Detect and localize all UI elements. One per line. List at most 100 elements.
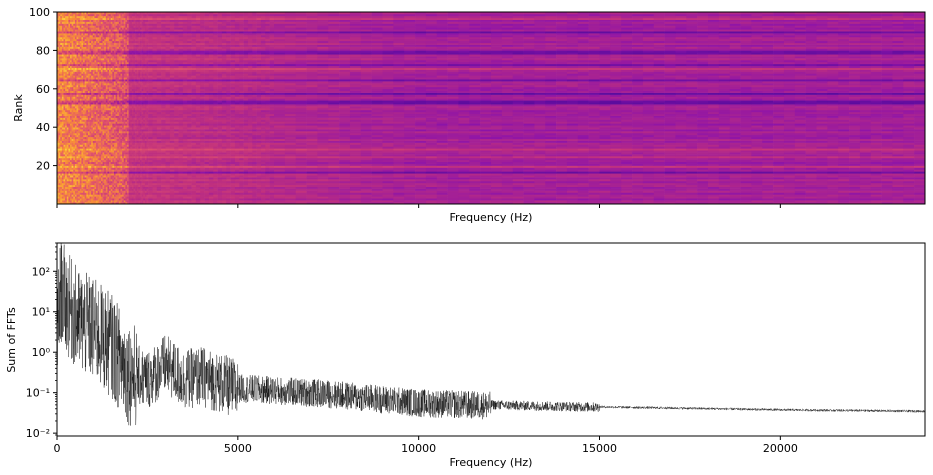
heatmap-cell — [66, 171, 69, 174]
heatmap-cell — [81, 156, 84, 159]
heatmap-cell — [360, 196, 372, 199]
heatmap-cell — [135, 144, 138, 147]
heatmap-cell — [174, 163, 179, 166]
heatmap-cell — [130, 190, 133, 193]
heatmap-cell — [156, 161, 162, 164]
heatmap-cell — [870, 198, 882, 201]
heatmap-cell — [130, 167, 133, 170]
heatmap-cell — [97, 142, 100, 145]
heatmap-cell — [697, 175, 709, 178]
heatmap-cell — [144, 146, 147, 149]
heatmap-cell — [773, 179, 785, 182]
heatmap-cell — [144, 144, 147, 147]
heatmap-cell — [81, 173, 84, 176]
heatmap-cell — [61, 138, 64, 141]
heatmap-cell — [96, 194, 98, 197]
heatmap-cell — [130, 179, 133, 182]
heatmap-cell — [113, 146, 116, 149]
heatmap-cell — [773, 169, 785, 172]
heatmap-cell — [182, 157, 188, 161]
heatmap-cell — [610, 165, 622, 168]
heatmap-cell — [447, 186, 459, 189]
heatmap-cell — [138, 157, 141, 161]
heatmap-cell — [84, 144, 87, 147]
heatmap-cell — [827, 184, 839, 188]
heatmap-cell — [577, 200, 589, 203]
heatmap-cell — [632, 194, 644, 197]
heatmap-cell — [105, 184, 108, 188]
heatmap-cell — [849, 184, 861, 188]
heatmap-cell — [686, 148, 698, 151]
heatmap-cell — [130, 138, 133, 141]
heatmap-cell — [265, 173, 270, 176]
heatmap-cell — [161, 163, 166, 166]
heatmap-cell — [178, 198, 184, 201]
heatmap-cell — [61, 144, 64, 147]
heatmap-cell — [729, 192, 741, 195]
heatmap-cell — [110, 173, 113, 176]
heatmap-cell — [191, 198, 197, 201]
heatmap-cell — [143, 138, 146, 141]
heatmap-cell — [491, 202, 503, 205]
heatmap-cell — [234, 148, 240, 151]
heatmap-cell — [81, 177, 84, 180]
heatmap-cell — [87, 180, 90, 184]
heatmap-cell — [805, 180, 817, 184]
heatmap-cell — [697, 202, 709, 205]
heatmap-cell — [99, 190, 102, 193]
heatmap-cell — [100, 186, 103, 189]
heatmap-cell — [458, 161, 470, 164]
heatmap-cell — [653, 200, 665, 203]
heatmap-cell — [284, 169, 296, 172]
heatmap-cell — [247, 156, 253, 159]
heatmap-cell — [247, 154, 253, 157]
heatmap-cell — [458, 180, 470, 184]
heatmap-cell — [566, 198, 579, 201]
heatmap-cell — [751, 184, 763, 188]
heatmap-cell — [195, 163, 201, 166]
heatmap-cell — [120, 140, 123, 143]
heatmap-cell — [87, 156, 90, 159]
heatmap-cell — [115, 192, 118, 195]
heatmap-cell — [708, 148, 720, 151]
heatmap-cell — [138, 146, 141, 149]
heatmap-cell — [73, 163, 76, 166]
heatmap-cell — [102, 169, 105, 172]
heatmap-cell — [523, 159, 535, 163]
heatmap-cell — [96, 146, 98, 149]
heatmap-cell — [859, 140, 872, 143]
heatmap-cell — [260, 152, 266, 155]
heatmap-cell — [642, 198, 655, 201]
heatmap-cell — [140, 165, 142, 168]
heatmap-cell — [58, 142, 61, 145]
heatmap-cell — [317, 159, 329, 163]
heatmap-cell — [256, 161, 262, 164]
heatmap-cell — [79, 148, 82, 151]
heatmap-cell — [642, 194, 655, 197]
heatmap-cell — [816, 186, 828, 189]
heatmap-cell — [274, 173, 286, 176]
heatmap-cell — [664, 152, 676, 155]
heatmap-cell — [751, 171, 763, 174]
heatmap-cell — [849, 165, 861, 168]
heatmap-cell — [200, 196, 205, 199]
heatmap-cell — [566, 169, 579, 172]
heatmap-cell — [523, 152, 535, 155]
heatmap-cell — [58, 154, 61, 157]
heatmap-cell — [71, 184, 74, 188]
heatmap-cell — [143, 156, 146, 159]
heatmap-cell — [881, 150, 893, 153]
heatmap-cell — [718, 171, 730, 174]
heatmap-cell — [892, 154, 904, 157]
heatmap-cell — [534, 196, 546, 199]
heatmap-cell — [130, 136, 133, 140]
heatmap-cell — [382, 173, 394, 176]
heatmap-cell — [339, 140, 351, 143]
heatmap-cell — [306, 146, 318, 149]
heatmap-cell — [92, 156, 95, 159]
heatmap-cell — [102, 156, 105, 159]
heatmap-cell — [491, 179, 503, 182]
heatmap-cell — [371, 146, 383, 149]
heatmap-cell — [234, 144, 240, 147]
heatmap-cell — [78, 140, 81, 143]
